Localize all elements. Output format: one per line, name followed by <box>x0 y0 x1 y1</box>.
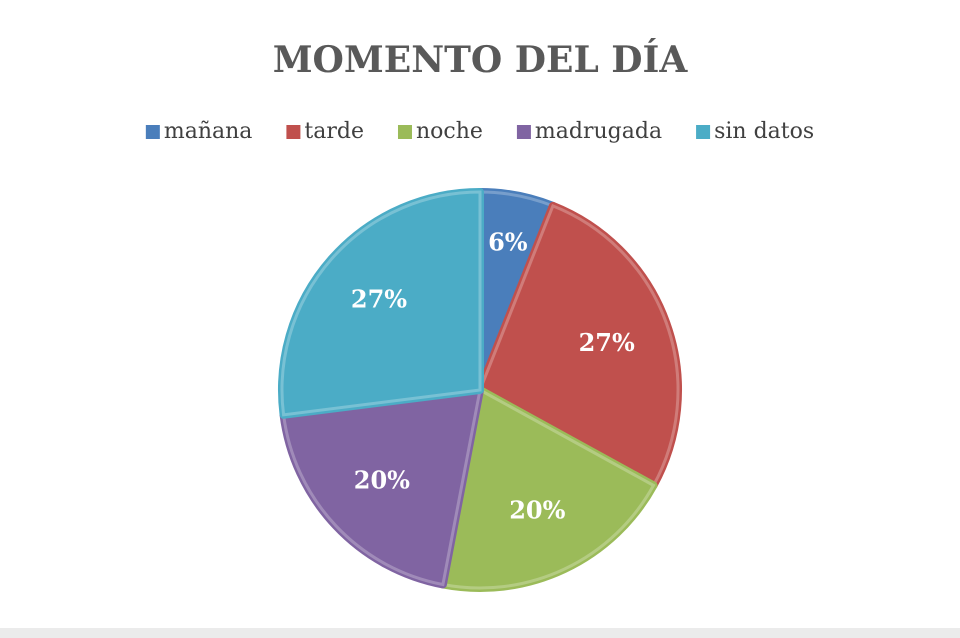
legend-swatch <box>145 125 160 139</box>
legend-label: sin datos <box>714 119 814 144</box>
pie-slice <box>279 386 484 589</box>
pie-slice <box>438 386 658 592</box>
slice-bevel <box>478 203 680 488</box>
legend-swatch <box>397 125 412 139</box>
chart-title: MOMENTO DEL DÍA <box>273 39 689 81</box>
legend-label: mañana <box>164 119 253 144</box>
legend-swatch <box>286 125 301 139</box>
data-label: 20% <box>354 466 410 495</box>
data-label: 6% <box>488 228 528 257</box>
pie-slice <box>278 188 484 419</box>
pie: 6% 27% 20% 20% 27% <box>278 188 682 592</box>
data-label: 27% <box>579 328 635 357</box>
legend-swatch <box>516 125 531 139</box>
legend-label: noche <box>416 119 483 144</box>
data-label: 20% <box>509 495 565 524</box>
legend-swatch <box>696 125 711 139</box>
bottom-strip <box>0 628 960 638</box>
legend-label: tarde <box>304 119 364 144</box>
slice-bevel <box>281 388 482 587</box>
slice-bevel <box>280 190 482 417</box>
data-label: 27% <box>351 284 407 313</box>
legend: mañana tarde noche madrugada sin datos <box>145 119 814 144</box>
legend-label: madrugada <box>535 119 662 144</box>
slice-bevel <box>441 387 656 590</box>
